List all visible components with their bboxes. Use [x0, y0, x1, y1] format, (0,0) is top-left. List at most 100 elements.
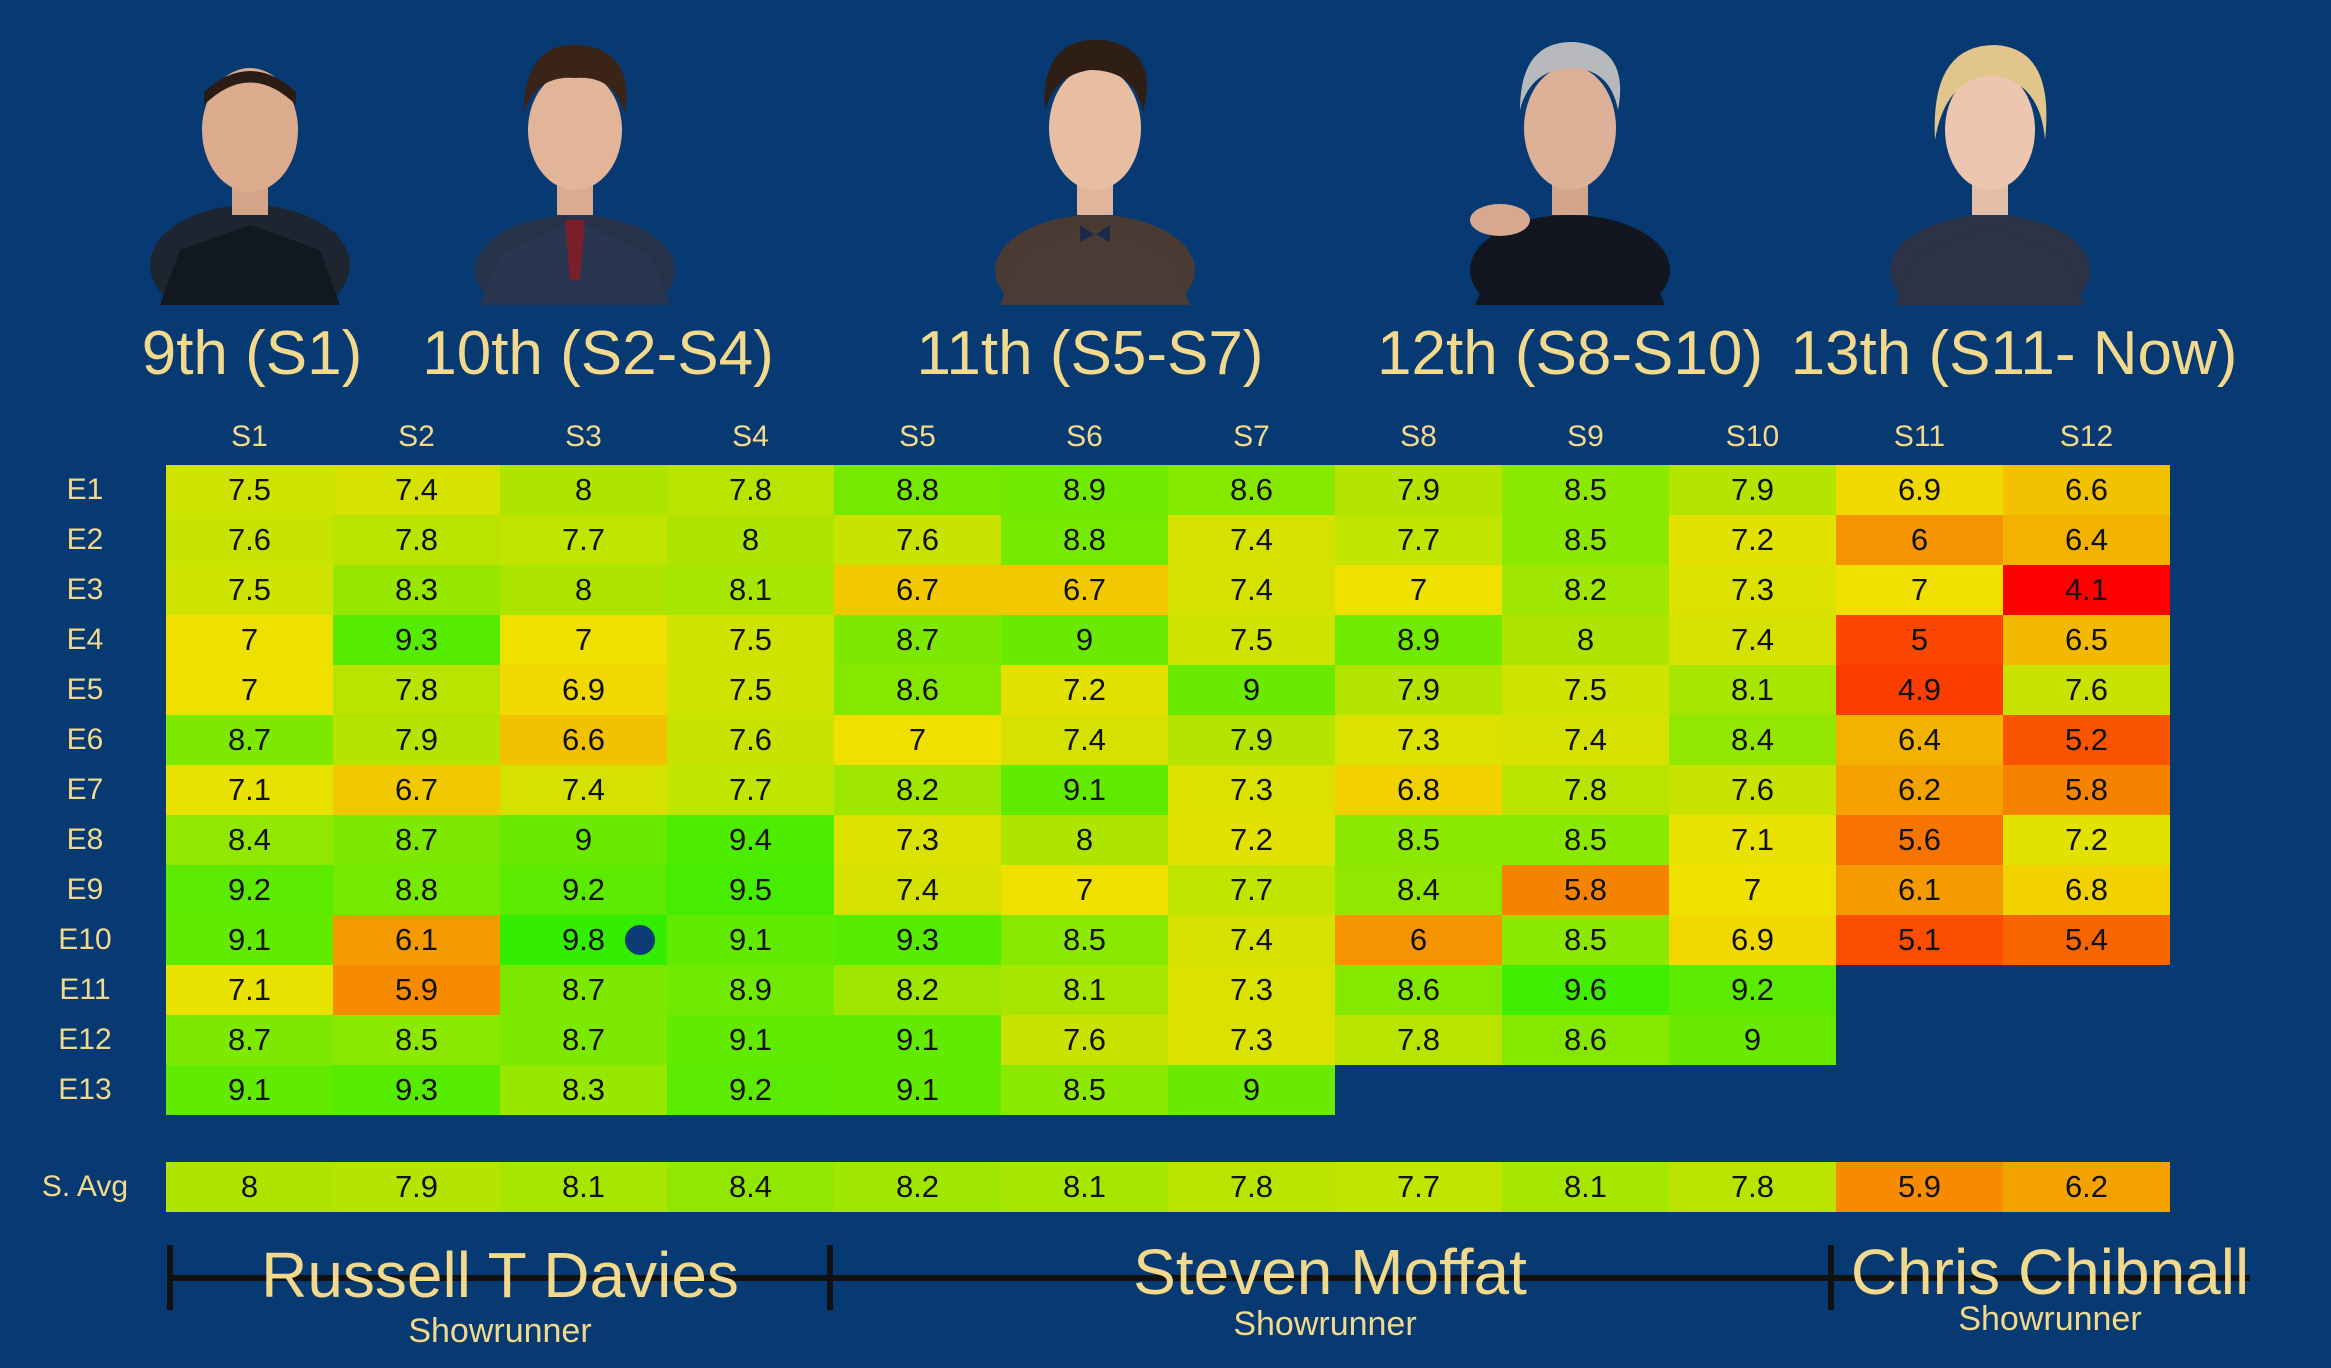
doctor-era-label: 13th (S11- Now)	[1790, 319, 2238, 388]
heatmap-cell: 7.8	[1502, 765, 1669, 815]
heatmap-cell: 9	[500, 815, 667, 865]
row-header: E10	[58, 923, 112, 956]
showrunner-name: Chris Chibnall	[1850, 1236, 2250, 1308]
doctor-era-label: 10th (S2-S4)	[422, 319, 774, 388]
column-header: S6	[1066, 420, 1103, 453]
heatmap-cell: 6.6	[2003, 465, 2170, 515]
heatmap-cell: 7.5	[1168, 615, 1335, 665]
heatmap-cell: 7.5	[667, 665, 834, 715]
heatmap-cell: 7.8	[333, 665, 500, 715]
heatmap-cell: 7.3	[1335, 715, 1502, 765]
heatmap-cell: 7.4	[1168, 515, 1335, 565]
doctor-era-label: 11th (S5-S7)	[916, 319, 1264, 388]
row-header: E5	[66, 673, 104, 706]
heatmap-cell: 8.6	[1335, 965, 1502, 1015]
heatmap-cell: 9.1	[834, 1065, 1001, 1115]
column-header: S8	[1400, 420, 1437, 453]
heatmap-cell: 8.5	[1001, 915, 1168, 965]
showrunner-timeline	[167, 1245, 2250, 1310]
average-cell: 7.7	[1335, 1162, 1502, 1212]
heatmap-cell: 9.4	[667, 815, 834, 865]
heatmap-cell: 9.2	[500, 865, 667, 915]
showrunner-subtitle: Showrunner	[1958, 1300, 2142, 1338]
row-header: E2	[66, 523, 104, 556]
heatmap-cell: 7.8	[333, 515, 500, 565]
heatmap-cell: 5	[1836, 615, 2003, 665]
heatmap-cell: 7.6	[834, 515, 1001, 565]
heatmap-cell: 9.3	[333, 615, 500, 665]
heatmap-cell: 7.9	[1335, 465, 1502, 515]
heatmap-cell: 9	[1168, 665, 1335, 715]
heatmap-cell: 9	[1001, 615, 1168, 665]
heatmap-cell: 7	[166, 665, 333, 715]
heatmap-cell: 8.2	[834, 765, 1001, 815]
heatmap-cell: 7	[1335, 565, 1502, 615]
heatmap-cell: 9.2	[166, 865, 333, 915]
heatmap-cell: 7.2	[1168, 815, 1335, 865]
heatmap-cell: 7.1	[1669, 815, 1836, 865]
row-header: E12	[58, 1023, 112, 1056]
row-header: E7	[66, 773, 104, 806]
heatmap-cell: 8.4	[166, 815, 333, 865]
heatmap-cell: 7.6	[667, 715, 834, 765]
heatmap-cell: 6.9	[1669, 915, 1836, 965]
heatmap-cell: 7	[1669, 865, 1836, 915]
heatmap-cell: 7.3	[1168, 765, 1335, 815]
heatmap-cell: 7.6	[1669, 765, 1836, 815]
heatmap-cell: 8.7	[500, 1015, 667, 1065]
average-cell: 5.9	[1836, 1162, 2003, 1212]
heatmap-cell: 9.3	[333, 1065, 500, 1115]
average-cell: 7.9	[333, 1162, 500, 1212]
highlight-marker	[625, 925, 655, 955]
heatmap-cell: 8.7	[333, 815, 500, 865]
heatmap-cell: 7.4	[1502, 715, 1669, 765]
heatmap-cell: 7	[166, 615, 333, 665]
heatmap-cell: 9.1	[834, 1015, 1001, 1065]
portrait-9th-doctor	[150, 68, 350, 305]
heatmap-cell: 8.9	[1001, 465, 1168, 515]
heatmap-cell: 8.1	[1001, 965, 1168, 1015]
portrait-12th-doctor	[1470, 41, 1670, 305]
doctor-era-label: 12th (S8-S10)	[1377, 319, 1763, 388]
heatmap-cell: 6.8	[1335, 765, 1502, 815]
heatmap-cell: 7	[1001, 865, 1168, 915]
heatmap-cell: 6.4	[2003, 515, 2170, 565]
heatmap-cell: 7.7	[1168, 865, 1335, 915]
heatmap-cell: 9.1	[166, 1065, 333, 1115]
heatmap-cell: 6.4	[1836, 715, 2003, 765]
heatmap-cell: 8	[1001, 815, 1168, 865]
heatmap-cell: 5.8	[2003, 765, 2170, 815]
showrunner-name: Russell T Davies	[261, 1239, 739, 1311]
heatmap-cell: 7.4	[1669, 615, 1836, 665]
average-cell: 8.4	[667, 1162, 834, 1212]
heatmap-cell: 5.9	[333, 965, 500, 1015]
heatmap-cell: 8	[500, 565, 667, 615]
heatmap-cell: 7.7	[667, 765, 834, 815]
heatmap-cell: 8.4	[1669, 715, 1836, 765]
heatmap-cell: 7.3	[1669, 565, 1836, 615]
heatmap-cell: 8.8	[834, 465, 1001, 515]
heatmap-cell: 8.5	[333, 1015, 500, 1065]
heatmap-cell: 9	[1168, 1065, 1335, 1115]
average-cell: 6.2	[2003, 1162, 2170, 1212]
heatmap-cell: 7	[500, 615, 667, 665]
column-header: S9	[1567, 420, 1604, 453]
heatmap-cell: 6.9	[1836, 465, 2003, 515]
heatmap-cell: 7.2	[1001, 665, 1168, 715]
row-header: E11	[59, 973, 111, 1006]
heatmap-cell: 9.3	[834, 915, 1001, 965]
showrunner-subtitle: Showrunner	[1233, 1305, 1417, 1343]
row-header: E6	[66, 723, 104, 756]
heatmap-cell: 7.2	[2003, 815, 2170, 865]
heatmap-cell: 8	[500, 465, 667, 515]
heatmap-cell: 7.5	[166, 465, 333, 515]
portrait-13th-doctor	[1890, 45, 2090, 305]
heatmap-cell: 9.1	[166, 915, 333, 965]
heatmap-cell: 7.5	[1502, 665, 1669, 715]
doctor-era-label: 9th (S1)	[141, 319, 363, 388]
heatmap-cell: 8.5	[1502, 915, 1669, 965]
heatmap-cell: 6.7	[834, 565, 1001, 615]
heatmap-cell: 7.9	[1168, 715, 1335, 765]
heatmap-cell: 7	[834, 715, 1001, 765]
